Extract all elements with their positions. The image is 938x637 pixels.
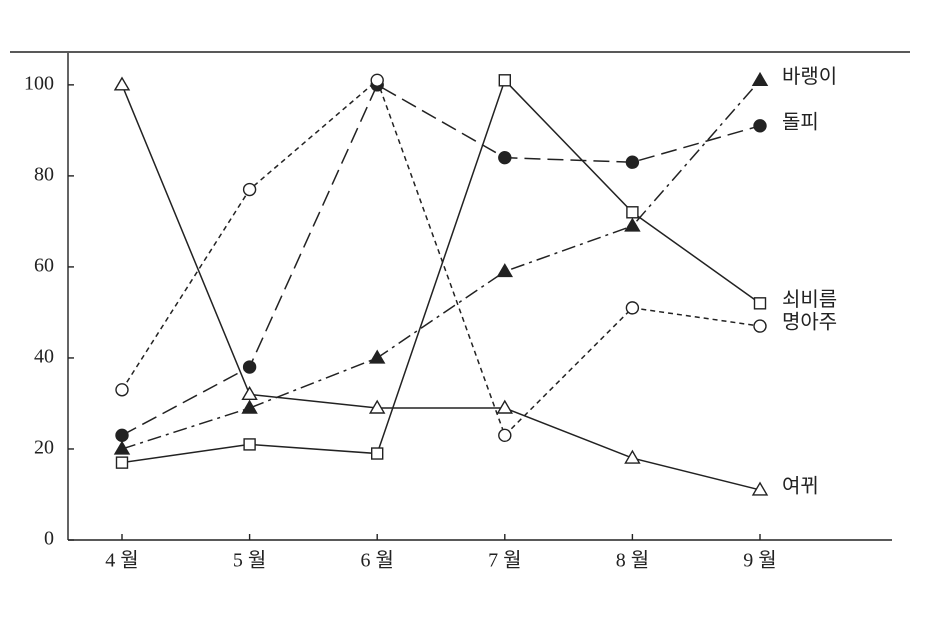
series-line [121, 84, 761, 491]
marker [241, 399, 258, 414]
x-tick-label: 7 월 [488, 549, 521, 572]
marker [753, 297, 767, 310]
marker [241, 385, 258, 401]
marker [625, 301, 640, 315]
y-tick-label: 80 [34, 163, 54, 185]
marker [498, 150, 512, 165]
x-tick-label: 8 월 [616, 549, 649, 572]
x-tick-label: 4 월 [105, 549, 138, 572]
y-tick-label: 60 [34, 255, 54, 277]
marker [626, 206, 639, 219]
x-tick-label: 9 월 [743, 549, 776, 572]
y-tick-label: 40 [34, 346, 54, 368]
marker [115, 383, 129, 397]
marker [496, 399, 514, 414]
marker [753, 319, 767, 333]
series-line [121, 79, 761, 437]
x-tick-label: 5 월 [233, 549, 266, 572]
series-label: 돌피 [782, 110, 819, 133]
series-label: 바랭이 [782, 65, 837, 88]
marker [115, 428, 129, 443]
marker [624, 217, 641, 232]
series-line [121, 78, 761, 464]
series-label: 여뀌 [782, 475, 819, 498]
marker [751, 481, 769, 496]
marker [371, 447, 384, 460]
marker [370, 73, 384, 88]
marker [368, 349, 386, 364]
marker [498, 428, 512, 443]
marker [753, 119, 767, 133]
y-tick-label: 100 [24, 72, 54, 94]
marker [751, 71, 769, 87]
marker [113, 76, 131, 91]
marker [115, 456, 129, 469]
x-tick-label: 6 월 [360, 549, 393, 572]
marker [496, 263, 514, 278]
series-line [121, 79, 761, 450]
marker [243, 438, 256, 451]
marker [113, 440, 131, 455]
series-label: 쇠비름 [782, 288, 837, 311]
y-tick-label: 20 [34, 437, 54, 459]
marker [498, 74, 511, 87]
marker [368, 399, 386, 414]
y-tick-label: 0 [44, 528, 54, 550]
marker [242, 360, 257, 374]
series-line [121, 83, 761, 436]
marker [625, 155, 640, 169]
marker [242, 182, 257, 197]
series-label: 명아주 [782, 311, 837, 334]
marker [624, 449, 641, 464]
